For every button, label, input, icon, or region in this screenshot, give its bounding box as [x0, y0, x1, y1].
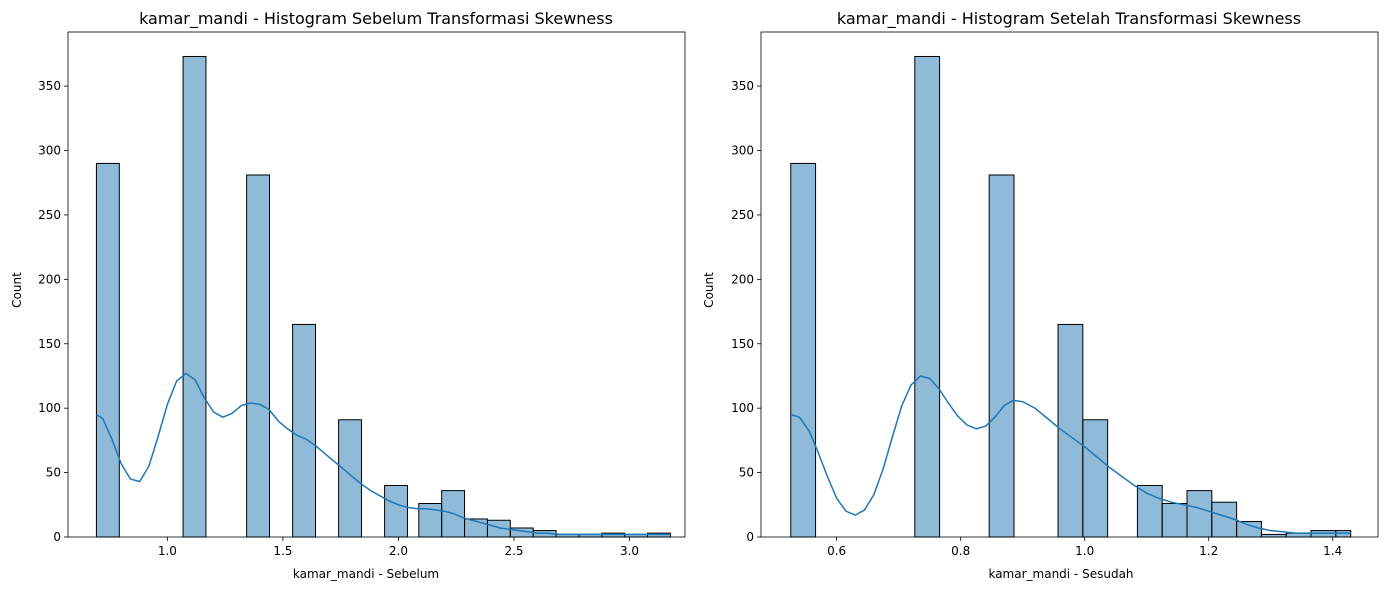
histogram-bar [1136, 484, 1163, 538]
y-tick-label: 50 [46, 466, 61, 480]
chart-title: kamar_mandi - Histogram Sebelum Transfor… [139, 9, 613, 29]
histogram-bar [1211, 501, 1238, 538]
x-tick-label: 0.8 [951, 544, 970, 558]
histogram-bar [182, 55, 207, 538]
y-axis-label: Count [10, 272, 24, 308]
y-ticks: 0 50 100 150 200 250 300 350 [38, 79, 68, 544]
y-tick-label: 250 [38, 208, 61, 222]
y-ticks: 0 50 100 150 200 250 300 350 [731, 79, 761, 544]
chart-title: kamar_mandi - Histogram Setelah Transfor… [837, 9, 1301, 29]
histogram-bar [1236, 521, 1262, 538]
histogram-bar [914, 55, 941, 538]
kde-curve [96, 372, 671, 536]
y-tick-label: 100 [38, 401, 61, 415]
plot-frame [760, 31, 1379, 538]
bars [790, 55, 1352, 538]
x-ticks: 0.6 0.8 1.0 1.2 1.4 [827, 537, 1342, 558]
x-tick-label: 0.6 [827, 544, 846, 558]
x-tick-label: 1.0 [158, 544, 177, 558]
x-tick-label: 2.5 [504, 544, 523, 558]
histogram-bar [338, 419, 362, 538]
y-tick-label: 0 [53, 530, 61, 544]
y-axis-label: Count [702, 272, 716, 308]
histogram-after: kamar_mandi - Histogram Setelah Transfor… [702, 9, 1379, 581]
histogram-bar [790, 162, 817, 538]
y-tick-label: 150 [731, 337, 754, 351]
histogram-bar [988, 174, 1015, 538]
y-tick-label: 300 [38, 144, 61, 158]
x-tick-label: 1.4 [1323, 544, 1342, 558]
y-tick-label: 50 [739, 466, 754, 480]
histogram-bar [1082, 419, 1109, 538]
y-tick-label: 350 [731, 79, 754, 93]
y-tick-label: 150 [38, 337, 61, 351]
histogram-bar [1186, 490, 1213, 538]
y-tick-label: 300 [731, 144, 754, 158]
histogram-bar [95, 162, 120, 538]
kde-line [790, 375, 1351, 534]
x-axis-label: kamar_mandi - Sesudah [988, 567, 1133, 581]
x-tick-label: 2.0 [389, 544, 408, 558]
plot-frame [67, 31, 686, 538]
histogram-bar [246, 174, 271, 538]
histogram-bar [1161, 503, 1188, 538]
histogram-before: kamar_mandi - Histogram Sebelum Transfor… [10, 9, 686, 581]
y-tick-label: 0 [746, 530, 754, 544]
histogram-bar [384, 484, 408, 538]
x-tick-label: 1.5 [273, 544, 292, 558]
x-tick-label: 1.0 [1075, 544, 1094, 558]
x-axis-label: kamar_mandi - Sebelum [293, 567, 439, 581]
kde-curve [790, 375, 1351, 534]
y-tick-label: 200 [731, 272, 754, 286]
kde-line [96, 372, 671, 536]
x-tick-label: 1.2 [1199, 544, 1218, 558]
x-ticks: 1.0 1.5 2.0 2.5 3.0 [158, 537, 639, 558]
y-tick-label: 350 [38, 79, 61, 93]
y-tick-label: 200 [38, 272, 61, 286]
y-tick-label: 100 [731, 401, 754, 415]
x-tick-label: 3.0 [620, 544, 639, 558]
histogram-bar [292, 323, 316, 538]
y-tick-label: 250 [731, 208, 754, 222]
